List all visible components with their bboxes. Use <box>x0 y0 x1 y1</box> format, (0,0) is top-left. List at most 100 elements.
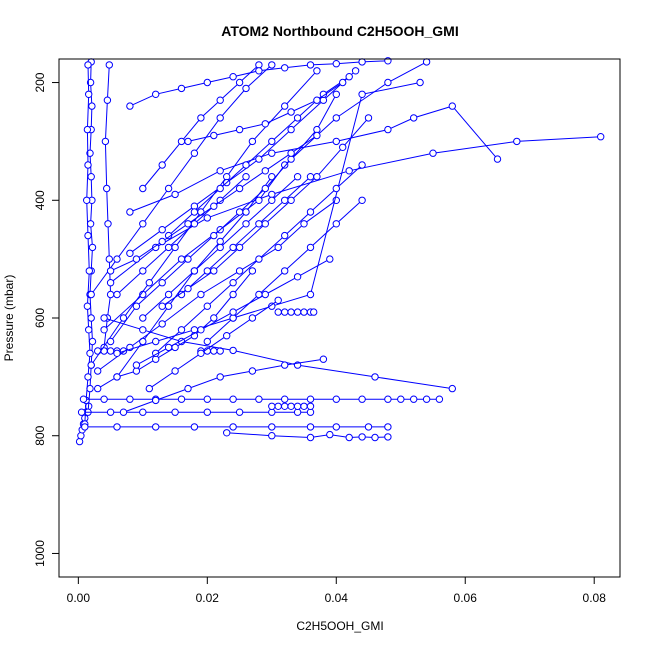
data-point <box>448 102 456 110</box>
data-point <box>287 402 295 410</box>
data-point <box>332 220 340 228</box>
data-point <box>268 196 276 205</box>
data-point <box>274 308 282 316</box>
data-point <box>268 402 276 410</box>
data-point <box>87 314 95 322</box>
data-point <box>281 402 289 410</box>
data-point <box>513 137 521 146</box>
data-point <box>255 67 263 75</box>
data-point <box>281 196 289 205</box>
data-point <box>158 226 166 234</box>
data-point <box>268 149 276 157</box>
data-point <box>306 243 315 252</box>
data-point <box>119 314 128 322</box>
data-point <box>203 302 212 310</box>
data-point <box>85 326 93 334</box>
data-point <box>306 395 315 403</box>
data-point <box>216 167 224 175</box>
data-point <box>306 433 315 442</box>
plot-area <box>75 57 605 446</box>
data-point <box>281 102 289 110</box>
data-point <box>235 208 244 216</box>
data-point <box>197 326 205 334</box>
data-point <box>75 437 84 446</box>
data-point <box>100 314 108 322</box>
data-point <box>203 78 212 87</box>
data-point <box>126 102 134 110</box>
plot-frame <box>58 58 621 578</box>
data-point <box>184 137 192 146</box>
data-point <box>332 90 340 99</box>
data-point <box>313 131 321 140</box>
data-point <box>171 190 179 199</box>
data-point <box>223 332 231 340</box>
data-point <box>105 61 114 69</box>
data-point <box>313 96 321 104</box>
series-line-28 <box>90 64 273 295</box>
data-point <box>83 125 92 134</box>
data-point <box>106 337 115 346</box>
data-point <box>332 184 340 193</box>
data-point <box>216 184 224 193</box>
series-line-17 <box>97 199 337 372</box>
data-point <box>164 243 173 252</box>
data-point <box>235 408 244 416</box>
data-point <box>184 284 192 293</box>
data-point <box>293 402 302 410</box>
data-point <box>87 290 95 299</box>
data-point <box>448 384 456 393</box>
data-point <box>216 114 224 122</box>
data-point <box>345 167 353 175</box>
data-point <box>84 61 92 69</box>
data-point <box>358 433 366 441</box>
data-point <box>177 84 186 93</box>
data-point <box>203 408 212 416</box>
data-point <box>203 337 212 346</box>
data-point <box>94 347 102 355</box>
data-point <box>190 208 199 216</box>
x-tick-label: 0.02 <box>196 591 220 605</box>
data-point <box>113 290 121 299</box>
data-point <box>306 423 315 431</box>
data-point <box>281 161 289 169</box>
data-point <box>84 373 92 381</box>
data-point <box>113 373 121 381</box>
data-point <box>197 114 205 122</box>
data-point <box>235 184 244 193</box>
data-point <box>158 320 166 328</box>
data-point <box>79 395 88 403</box>
data-point <box>184 255 192 263</box>
x-tick-label: 0.00 <box>67 591 91 605</box>
data-point <box>197 208 205 216</box>
data-point <box>306 290 315 299</box>
data-point <box>158 161 166 169</box>
data-point <box>216 196 224 205</box>
data-point <box>242 208 250 216</box>
data-point <box>339 78 347 87</box>
data-point <box>319 355 328 363</box>
series-line-25 <box>129 70 356 254</box>
data-point <box>261 120 269 128</box>
data-point <box>184 384 192 393</box>
data-point <box>229 423 237 431</box>
data-point <box>281 231 289 240</box>
data-point <box>384 78 392 87</box>
data-point <box>384 433 392 441</box>
data-point <box>313 173 321 181</box>
data-point <box>84 231 92 240</box>
y-tick-label: 400 <box>33 190 47 210</box>
data-point <box>103 184 111 193</box>
data-point <box>139 267 147 275</box>
data-point <box>126 208 134 216</box>
data-point <box>281 361 289 369</box>
data-point <box>345 73 353 81</box>
data-point <box>210 347 218 355</box>
data-point <box>235 125 244 134</box>
data-point <box>261 290 269 299</box>
data-point <box>248 314 257 322</box>
data-point <box>332 137 340 146</box>
data-point <box>94 384 102 393</box>
data-point <box>197 290 205 299</box>
data-point <box>177 395 186 403</box>
